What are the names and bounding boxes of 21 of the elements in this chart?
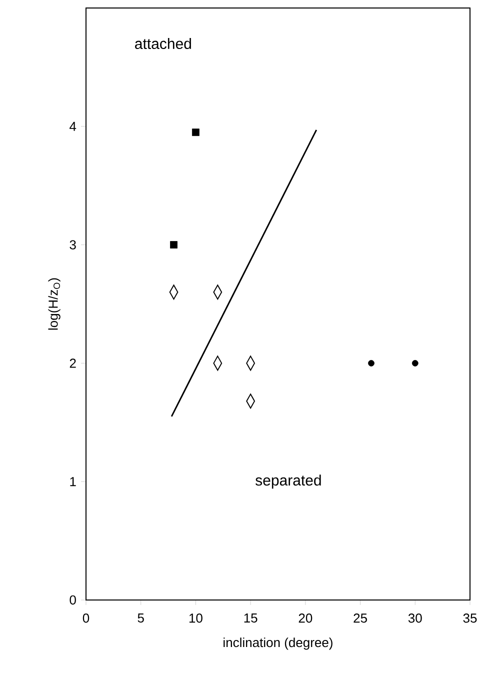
point	[192, 128, 200, 136]
x-tick-label: 20	[298, 614, 312, 623]
y-axis-title: log(H/z$_{O}$)	[48, 278, 60, 330]
y-tick-label: 3	[70, 240, 76, 250]
x-tick-label: 10	[189, 614, 202, 623]
point	[368, 360, 374, 366]
annotation: attached	[135, 38, 191, 50]
y-tick-label: 2	[70, 358, 76, 368]
y-tick-label: 0	[70, 595, 76, 605]
y-tick-label: 1	[70, 477, 76, 486]
point	[170, 241, 178, 248]
annotation: separated	[256, 474, 321, 489]
x-tick-label: 15	[244, 614, 258, 623]
x-tick-label: 5	[138, 614, 144, 623]
x-tick-label: 25	[354, 614, 367, 623]
y-tick-label: 4	[70, 122, 76, 131]
x-tick-label: 30	[408, 614, 422, 623]
point	[412, 360, 418, 366]
x-axis-title: inclination (degree)	[224, 638, 332, 650]
x-tick-label: 35	[463, 614, 477, 623]
x-tick-label: 0	[82, 614, 90, 623]
